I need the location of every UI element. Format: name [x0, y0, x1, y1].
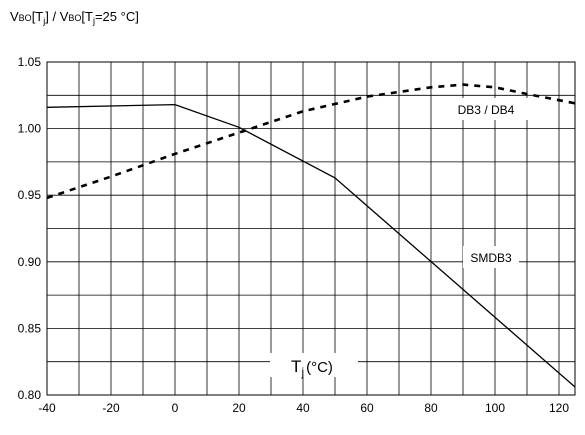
x-tick-label: -40	[38, 401, 56, 415]
x-tick-label: -20	[102, 401, 120, 415]
x-axis-title-bg	[270, 353, 358, 377]
y-title-bo2: BO	[68, 13, 82, 23]
y-title-v2: V	[59, 9, 69, 24]
x-tick-label: 100	[485, 401, 505, 415]
y-title-open2: [T	[81, 9, 93, 24]
y-title-close2: =25 °C]	[94, 9, 139, 24]
legend-bg-smdb3	[463, 246, 519, 268]
series-line-smdb3	[46, 103, 576, 388]
x-title-t: T	[291, 357, 301, 376]
y-title-bo1: BO	[18, 13, 32, 23]
series-lines	[46, 83, 576, 388]
y-tick-label: 1.05	[18, 55, 42, 69]
y-tick-label: 0.80	[18, 388, 42, 402]
x-title-unit: (°C)	[306, 359, 333, 376]
y-title-v1: V	[10, 9, 19, 24]
series-label-db3-db4: DB3 / DB4	[458, 103, 515, 117]
y-title-j1: j	[43, 16, 46, 26]
y-tick-labels: 0.80 0.85 0.90 0.95 1.00 1.05	[18, 55, 42, 402]
y-tick-label: 0.90	[18, 255, 42, 269]
x-title-j: j	[300, 365, 304, 379]
y-tick-label: 1.00	[18, 122, 42, 136]
y-axis-title: VBO[Tj] / VBO[Tj=25 °C]	[10, 9, 139, 26]
x-tick-labels: -40 -20 0 20 40 60 80 100 120	[38, 401, 569, 415]
y-title-sep: /	[48, 9, 60, 24]
x-axis-title: Tj (°C)	[291, 357, 333, 379]
y-title-close1: ]	[45, 9, 49, 24]
legend-bg-db3-db4	[441, 98, 531, 120]
y-title-open1: [T	[31, 9, 44, 24]
x-tick-label: 40	[296, 401, 310, 415]
x-tick-label: 0	[172, 401, 179, 415]
x-tick-label: 80	[424, 401, 438, 415]
x-tick-label: 120	[549, 401, 569, 415]
y-tick-label: 0.95	[18, 188, 42, 202]
y-tick-label: 0.85	[18, 321, 42, 335]
series-label-smdb3: SMDB3	[470, 251, 512, 265]
series-line-db3-db4	[46, 83, 576, 200]
x-tick-label: 60	[360, 401, 374, 415]
x-tick-label: 20	[232, 401, 246, 415]
y-title-j2: j	[92, 16, 95, 26]
